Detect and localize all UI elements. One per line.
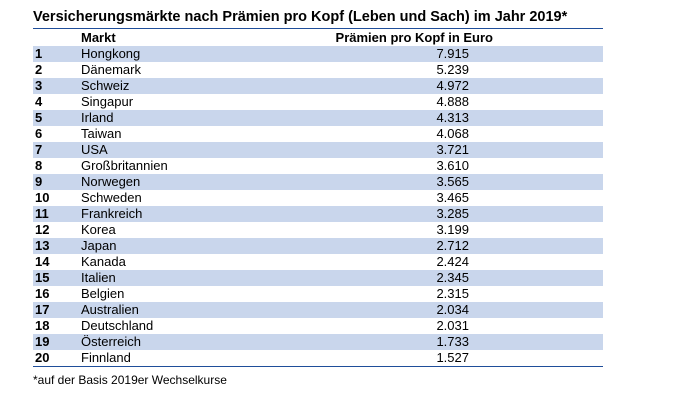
value-cell: 3.721: [436, 142, 469, 157]
table-row: 7 USA 3.721: [33, 142, 603, 158]
table-row: 10 Schweden 3.465: [33, 190, 603, 206]
value-cell: 7.915: [436, 46, 469, 61]
table-row: 18 Deutschland 2.031: [33, 318, 603, 334]
table-row: 14 Kanada 2.424: [33, 254, 603, 270]
table-row: 8 Großbritannien 3.610: [33, 158, 603, 174]
rank-cell: 17: [35, 302, 50, 317]
table-row: 1 Hongkong 7.915: [33, 46, 603, 62]
market-cell: Kanada: [81, 254, 126, 269]
rank-cell: 2: [35, 62, 43, 77]
market-cell: Italien: [81, 270, 116, 285]
rank-cell: 18: [35, 318, 50, 333]
market-cell: Österreich: [81, 334, 141, 349]
value-cell: 3.199: [436, 222, 469, 237]
rank-cell: 15: [35, 270, 50, 285]
rank-cell: 20: [35, 350, 50, 365]
rank-cell: 11: [35, 206, 49, 221]
value-cell: 5.239: [436, 62, 469, 77]
rank-cell: 10: [35, 190, 50, 205]
table-row: 17 Australien 2.034: [33, 302, 603, 318]
market-cell: Taiwan: [81, 126, 122, 141]
market-cell: Belgien: [81, 286, 125, 301]
value-cell: 1.733: [436, 334, 469, 349]
value-cell: 1.527: [436, 350, 469, 365]
rank-cell: 9: [35, 174, 43, 189]
value-cell: 4.313: [436, 110, 469, 125]
market-cell: Finnland: [81, 350, 131, 365]
market-cell: Deutschland: [81, 318, 154, 333]
market-cell: Korea: [81, 222, 116, 237]
market-cell: Hongkong: [81, 46, 141, 61]
rank-cell: 14: [35, 254, 50, 269]
value-cell: 3.285: [436, 206, 469, 221]
table-row: 15 Italien 2.345: [33, 270, 603, 286]
header-market: Markt: [81, 30, 116, 45]
market-cell: Japan: [81, 238, 117, 253]
rank-cell: 1: [35, 46, 43, 61]
value-cell: 2.424: [436, 254, 469, 269]
table-row: 13 Japan 2.712: [33, 238, 603, 254]
table-title: Versicherungsmärkte nach Prämien pro Kop…: [33, 9, 568, 25]
rank-cell: 3: [35, 78, 43, 93]
rank-cell: 13: [35, 238, 50, 253]
market-cell: Frankreich: [81, 206, 143, 221]
table-body: 1 Hongkong 7.915 2 Dänemark 5.239 3 Schweiz 4.97…: [33, 46, 603, 366]
value-cell: 2.034: [436, 302, 469, 317]
table-row: 20 Finnland 1.527: [33, 350, 603, 366]
market-cell: Großbritannien: [81, 158, 168, 173]
table-row: 9 Norwegen 3.565: [33, 174, 603, 190]
rank-cell: 5: [35, 110, 43, 125]
market-cell: USA: [81, 142, 108, 157]
rank-cell: 7: [35, 142, 43, 157]
table-header-row: Markt Prämien pro Kopf in Euro: [33, 29, 603, 46]
value-cell: 4.972: [436, 78, 469, 93]
header-value: Prämien pro Kopf in Euro: [335, 30, 493, 45]
value-cell: 2.031: [436, 318, 469, 333]
value-cell: 2.315: [436, 286, 469, 301]
value-cell: 4.068: [436, 126, 469, 141]
table-row: 3 Schweiz 4.972: [33, 78, 603, 94]
table-row: 19 Österreich 1.733: [33, 334, 603, 350]
rank-cell: 6: [35, 126, 43, 141]
market-cell: Australien: [81, 302, 139, 317]
rank-cell: 19: [35, 334, 50, 349]
table-row: 2 Dänemark 5.239: [33, 62, 603, 78]
market-cell: Schweiz: [81, 78, 130, 93]
table-row: 16 Belgien 2.315: [33, 286, 603, 302]
table-row: 12 Korea 3.199: [33, 222, 603, 238]
value-cell: 3.610: [436, 158, 469, 173]
market-cell: Schweden: [81, 190, 142, 205]
rank-cell: 16: [35, 286, 50, 301]
market-cell: Norwegen: [81, 174, 141, 189]
premium-table: Markt Prämien pro Kopf in Euro 1 Hongkong…: [33, 28, 603, 367]
value-cell: 4.888: [436, 94, 469, 109]
footnote: *auf der Basis 2019er Wechselkurse: [33, 373, 227, 387]
table-row: 6 Taiwan 4.068: [33, 126, 603, 142]
value-cell: 2.345: [436, 270, 469, 285]
market-cell: Singapur: [81, 94, 134, 109]
rank-cell: 4: [35, 94, 43, 109]
value-cell: 2.712: [436, 238, 469, 253]
market-cell: Dänemark: [81, 62, 141, 77]
market-cell: Irland: [81, 110, 114, 125]
table-row: 5 Irland 4.313: [33, 110, 603, 126]
value-cell: 3.565: [436, 174, 469, 189]
rank-cell: 8: [35, 158, 43, 173]
rank-cell: 12: [35, 222, 50, 237]
table-row: 4 Singapur 4.888: [33, 94, 603, 110]
table-row: 11 Frankreich 3.285: [33, 206, 603, 222]
value-cell: 3.465: [436, 190, 469, 205]
